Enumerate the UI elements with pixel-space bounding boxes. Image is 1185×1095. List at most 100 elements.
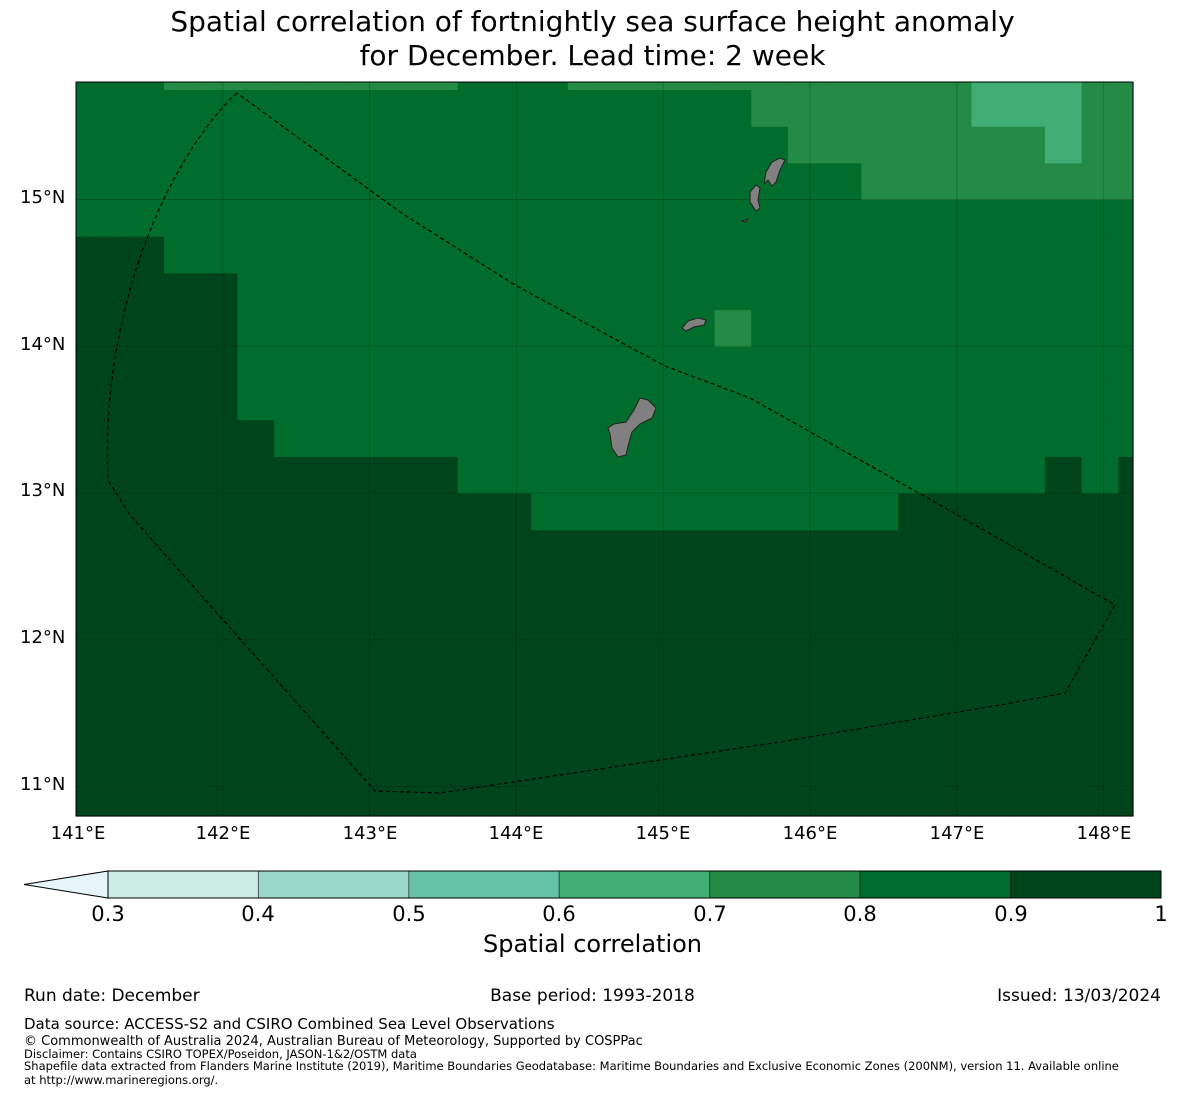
correlation-cell [274, 309, 312, 347]
correlation-cell [531, 419, 569, 457]
correlation-cell [347, 82, 385, 90]
correlation-cell [531, 199, 569, 237]
correlation-cell [971, 346, 1009, 384]
correlation-cell [1081, 309, 1119, 347]
correlation-cell [751, 82, 789, 90]
correlation-cell [347, 162, 385, 201]
correlation-cell [164, 639, 202, 678]
correlation-cell [347, 382, 385, 421]
correlation-cell [76, 346, 92, 384]
correlation-cell [1118, 566, 1134, 604]
correlation-cell [604, 82, 642, 90]
island-tinian [749, 184, 761, 212]
correlation-cell [934, 162, 973, 201]
correlation-cell [164, 676, 202, 714]
correlation-cell [567, 456, 606, 494]
correlation-cell [1081, 162, 1119, 201]
correlation-cell [898, 419, 936, 457]
correlation-cell [641, 786, 679, 817]
correlation-cell [971, 713, 1009, 751]
correlation-cell [384, 456, 422, 494]
correlation-cell [347, 786, 385, 817]
correlation-cell [310, 382, 349, 421]
correlation-cell [971, 529, 1009, 568]
correlation-cell [1044, 529, 1083, 568]
correlation-cell [788, 493, 826, 531]
correlation-cell [898, 713, 936, 751]
correlation-cell [824, 493, 863, 531]
correlation-cell [494, 89, 532, 127]
correlation-cell [751, 676, 789, 714]
correlation-cell [714, 89, 752, 127]
correlation-cell [200, 89, 239, 127]
correlation-cell [714, 639, 752, 678]
correlation-cell [971, 236, 1009, 274]
correlation-cell [788, 199, 826, 237]
correlation-cell [604, 162, 642, 201]
correlation-cell [347, 639, 385, 678]
correlation-cell [90, 676, 128, 714]
correlation-cell [127, 639, 165, 678]
correlation-cell [1044, 456, 1083, 494]
correlation-cell [420, 493, 459, 531]
correlation-cell [971, 382, 1009, 421]
colorbar-tick-2: 0.5 [392, 902, 426, 926]
correlation-cell [898, 382, 936, 421]
correlation-cell [788, 82, 826, 90]
correlation-cell [677, 199, 716, 237]
correlation-cell [90, 419, 128, 457]
correlation-cell [164, 162, 202, 201]
correlation-cell [237, 676, 275, 714]
correlation-cell [274, 713, 312, 751]
correlation-cell [310, 529, 349, 568]
correlation-cell [1118, 676, 1134, 714]
correlation-cell [127, 382, 165, 421]
correlation-cell [384, 749, 422, 788]
correlation-cell [310, 419, 349, 457]
correlation-cell [971, 676, 1009, 714]
correlation-cell [164, 603, 202, 641]
correlation-cell [1008, 126, 1046, 164]
correlation-cell [164, 493, 202, 531]
correlation-cell [714, 419, 752, 457]
correlation-cell [237, 82, 275, 90]
correlation-cell [934, 639, 973, 678]
correlation-cell [1118, 419, 1134, 457]
correlation-cell [164, 309, 202, 347]
correlation-cell [861, 713, 899, 751]
correlation-cell [494, 382, 532, 421]
correlation-cell [604, 603, 642, 641]
correlation-cell [347, 346, 385, 384]
correlation-cell [384, 309, 422, 347]
correlation-cell [751, 309, 789, 347]
correlation-cell [457, 236, 495, 274]
correlation-cell [1081, 272, 1119, 311]
correlation-cell [90, 82, 128, 90]
correlation-cell [788, 272, 826, 311]
correlation-cell [310, 89, 349, 127]
correlation-cell [604, 236, 642, 274]
correlation-cell [971, 566, 1009, 604]
correlation-cell [604, 566, 642, 604]
lat-label-13n: 13°N [20, 480, 66, 501]
correlation-cell [420, 162, 459, 201]
correlation-cell [384, 126, 422, 164]
correlation-cell [494, 493, 532, 531]
correlation-cell [90, 493, 128, 531]
correlation-cell [971, 749, 1009, 788]
correlation-cell [90, 309, 128, 347]
colorbar-bin [257, 870, 410, 899]
correlation-cell [127, 786, 165, 817]
shapefile-credit-url: at http://www.marineregions.org/. [24, 1073, 219, 1087]
correlation-cell [604, 456, 642, 494]
correlation-cell [898, 529, 936, 568]
correlation-cell [1044, 162, 1083, 201]
correlation-cell [898, 272, 936, 311]
correlation-cell [164, 272, 202, 311]
lon-label-141e: 141°E [50, 823, 106, 844]
correlation-cell [1044, 346, 1083, 384]
correlation-cell [274, 603, 312, 641]
correlation-cell [420, 786, 459, 817]
correlation-cell [934, 346, 973, 384]
correlation-cell [274, 676, 312, 714]
